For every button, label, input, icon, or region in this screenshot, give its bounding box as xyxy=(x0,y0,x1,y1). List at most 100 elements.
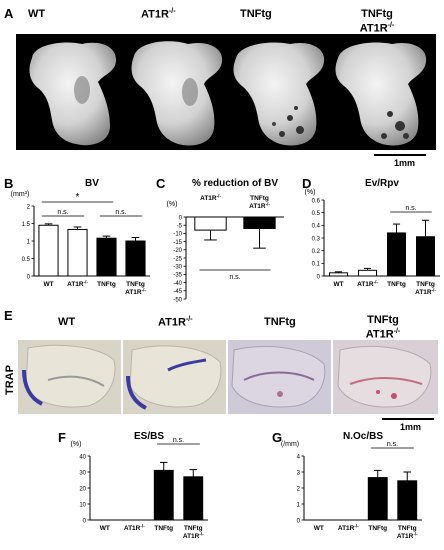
chart-G-category-label: TNFtg xyxy=(398,525,417,532)
chart-C-ytick-label: -45 xyxy=(173,289,182,295)
chart-F-bar xyxy=(153,469,174,521)
chart-C-bar xyxy=(243,216,276,229)
chart-F-title: ES/BS xyxy=(134,431,164,442)
chart-C-ytick-label: -5 xyxy=(177,224,183,230)
chart-B-category-label-line2: AT1R-/- xyxy=(125,288,146,297)
chart-F-category-label: WT xyxy=(100,525,110,532)
chart-D-ytick-label: 0.4 xyxy=(312,224,321,230)
panel-label-d: D xyxy=(302,176,312,191)
chart-D-category-label: TNFtg xyxy=(387,281,406,288)
chart-C-ytick-label: -50 xyxy=(173,297,182,303)
chart-G-category-label: TNFtg xyxy=(368,525,387,532)
chart-D-bracket-label: n.s. xyxy=(405,205,416,212)
panel-a-label-tnftg-at1r: TNFtg AT1R-/- xyxy=(359,8,395,35)
chart-G-ylabel: (/mm) xyxy=(281,441,299,448)
chart-B-ytick-label: 1 xyxy=(27,239,31,245)
chart-B-bar xyxy=(125,240,146,277)
panel-e-label-wt: WT xyxy=(58,316,76,328)
chart-F-ytick-label: 40 xyxy=(79,454,86,460)
chart-C-ytick-label: -10 xyxy=(173,232,182,238)
chart-B-ytick-label: 2 xyxy=(27,204,31,210)
chart-C-title: % reduction of BV xyxy=(192,178,278,189)
chart-B-bracket-label: n.s. xyxy=(115,209,126,216)
chart-B-bar xyxy=(96,237,117,277)
panel-label-b: B xyxy=(4,176,14,191)
chart-G-ytick-label: 2 xyxy=(297,486,301,492)
bone-tnftg-at1r xyxy=(335,42,427,146)
panel-e-scale-label: 1mm xyxy=(400,422,422,432)
chart-D-category-label: TNFtg xyxy=(416,281,435,288)
histology-at1r xyxy=(123,340,226,414)
chart-D-bar xyxy=(358,269,377,277)
chart-B-ylabel: (mm³) xyxy=(11,191,30,198)
panel-label-c: C xyxy=(156,176,166,191)
bone-wt xyxy=(29,42,116,146)
chart-B-bar xyxy=(38,224,59,277)
chart-C-ytick-label: -40 xyxy=(173,281,182,287)
chart-B-ytick-label: 0 xyxy=(27,274,31,280)
chart-F-category-label: TNFtg xyxy=(154,525,173,532)
chart-F-category-label: AT1R-/- xyxy=(124,524,145,533)
chart-F-ytick-label: 0 xyxy=(83,518,87,524)
chart-G-bar xyxy=(397,480,418,521)
chart-D-ytick-label: 0.6 xyxy=(312,198,321,204)
chart-G-ytick-label: 3 xyxy=(297,470,301,476)
chart-B-category-label: TNFtg xyxy=(126,281,145,288)
chart-D-ytick-label: 0.5 xyxy=(312,211,321,217)
panel-e-label-at1r: AT1R-/- xyxy=(158,316,193,329)
panel-a-column-labels: WT AT1R-/- TNFtg TNFtg AT1R-/- xyxy=(16,6,436,35)
bone-at1r xyxy=(131,41,223,146)
panel-label-f: F xyxy=(58,430,66,445)
chart-F-category-label-line2: AT1R-/- xyxy=(183,532,204,541)
chart-F-bracket-label: n.s. xyxy=(173,437,184,444)
chart-C-ylabel: (%) xyxy=(167,201,178,208)
panel-e-scale-bar xyxy=(382,418,434,420)
chart-F-ylabel: (%) xyxy=(71,441,82,448)
chart-F-bar xyxy=(183,476,204,521)
chart-G-ytick-label: 1 xyxy=(297,502,301,508)
chart-D-category-label: WT xyxy=(333,281,343,288)
chart-G-category-label-line2: AT1R-/- xyxy=(397,532,418,541)
chart-B-title: BV xyxy=(85,178,99,189)
panel-a-label-at1r: AT1R-/- xyxy=(141,8,176,21)
chart-G-category-label: AT1R-/- xyxy=(338,524,359,533)
chart-D-ytick-label: 0 xyxy=(317,274,321,280)
chart-G-ytick-label: 0 xyxy=(297,518,301,524)
chart-ev-rpv: Ev/Rpv(%)00.10.20.30.40.50.6WT AT1R-/- TNF… xyxy=(305,178,440,297)
chart-C-ytick-label: -20 xyxy=(173,248,182,254)
panel-a-label-tnftg: TNFtg xyxy=(240,8,272,20)
chart-D-category-label-line2: AT1R-/- xyxy=(415,288,436,297)
panel-e-side-label: TRAP xyxy=(4,365,16,395)
panel-a-label-wt: WT xyxy=(28,8,46,20)
chart-D-ytick-label: 0.1 xyxy=(312,262,321,268)
chart-B-category-label: TNFtg xyxy=(97,281,116,288)
chart-B-category-label: AT1R-/- xyxy=(67,280,88,289)
chart-B-ytick-label: 0.5 xyxy=(22,257,31,263)
chart-D-ytick-label: 0.3 xyxy=(312,236,321,242)
panel-e-column-labels: WT AT1R-/- TNFtg TNFtg AT1R-/- xyxy=(18,314,438,342)
panel-label-e: E xyxy=(4,308,13,323)
chart-C-bracket-label: n.s. xyxy=(229,274,240,281)
chart-G-category-label: WT xyxy=(314,525,324,532)
chart-G-title: N.Oc/BS xyxy=(343,431,383,442)
panel-a-microct-image xyxy=(16,34,436,150)
histology-tnftg xyxy=(228,340,331,414)
chart-B-bracket-label: * xyxy=(76,192,80,203)
panel-a-scale-bar xyxy=(374,154,426,156)
chart-F-ytick-label: 30 xyxy=(79,470,86,476)
panel-e-label-tnftg: TNFtg xyxy=(264,316,296,328)
chart-D-bar xyxy=(416,236,435,277)
chart-D-bar xyxy=(329,272,348,277)
chart-F-ytick-label: 10 xyxy=(79,502,86,508)
chart-B-bar xyxy=(67,228,88,277)
chart-G-bar xyxy=(367,477,388,521)
panel-a-scale-label: 1mm xyxy=(394,158,416,168)
chart-F-category-label: TNFtg xyxy=(184,525,203,532)
panel-e-histology-image xyxy=(18,340,438,414)
panel-e-side-label-box: TRAP xyxy=(2,352,18,412)
chart-C-ytick-label: -35 xyxy=(173,273,182,279)
chart-percent-reduction-bv: % reduction of BV (%) 0 -5 -10 -15 -20 -25 -30 -3… xyxy=(167,178,284,303)
